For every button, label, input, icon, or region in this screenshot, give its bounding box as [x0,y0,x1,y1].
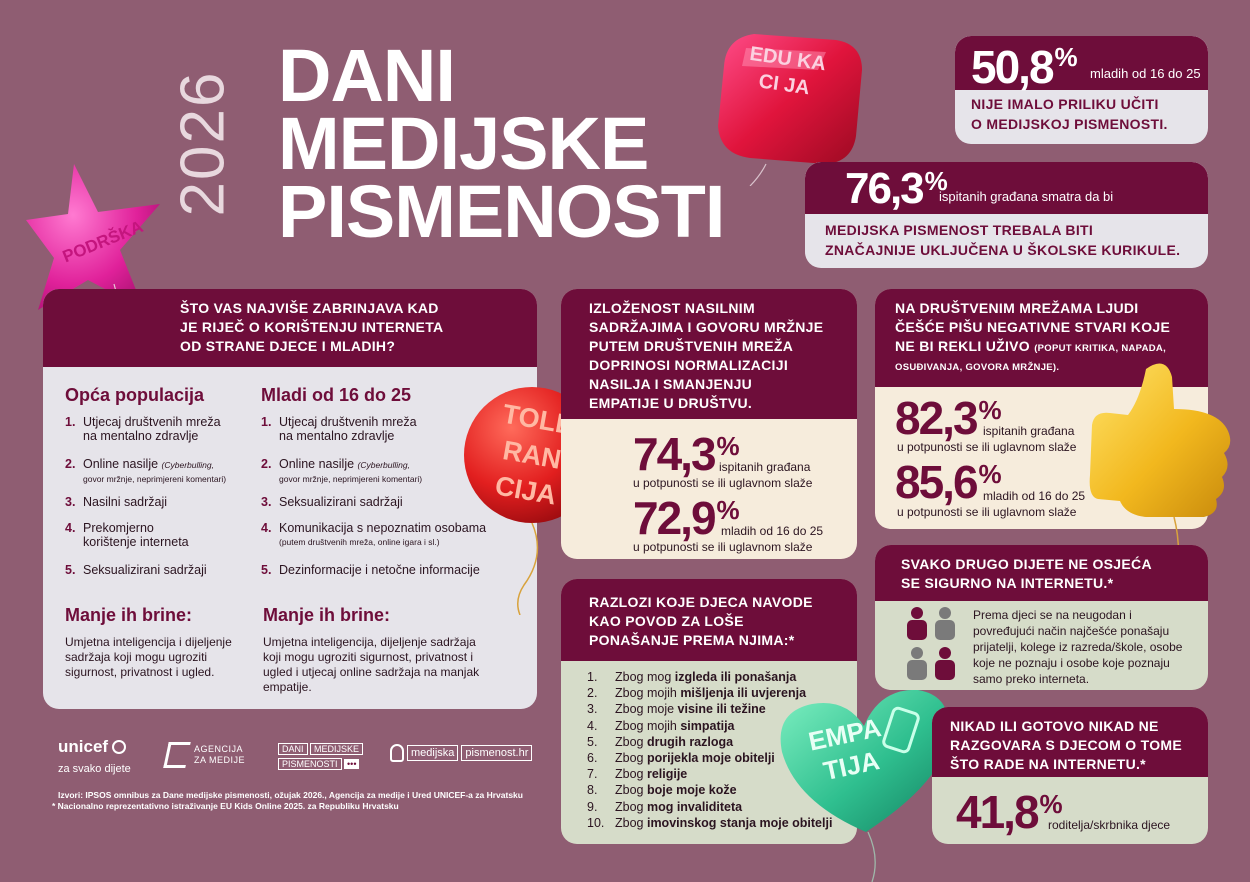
exposure-value-1: 74,3% [633,428,740,480]
year-label: 2026 [168,70,238,217]
people-icon [903,605,963,685]
search-person-icon [390,744,404,762]
list-item: 5. Zbog drugih razloga [587,734,734,749]
list-item: 1. Utjecaj društvenih mreža na mentalno zd… [65,415,221,443]
list-item: 4. Zbog mojih simpatija [587,718,735,733]
negative-desc-1b: u potpunosti se ili uglavnom slaže [897,440,1077,454]
list-item: 2. Zbog mojih mišljenja ili uvjerenja [587,686,807,701]
sources: Izvori: IPSOS omnibus za Dane medijske p… [52,790,523,811]
col-general-title: Opća populacija [65,385,205,405]
parents-value: 41,8% [956,786,1063,838]
safety-heading: SVAKO DRUGO DIJETE NE OSJEĆA SE SIGURNO N… [901,556,1152,591]
safety-card: SVAKO DRUGO DIJETE NE OSJEĆA SE SIGURNO N… [875,545,1208,690]
list-item: 9. Zbog mog invaliditeta [587,799,743,814]
negative-desc-1a: ispitanih građana [983,424,1075,438]
stat-card-2: 76,3% ispitanih građana smatra da bi MED… [805,162,1208,268]
col-youth-title: Mladi od 16 do 25 [261,385,412,405]
negative-desc-2b: u potpunosti se ili uglavnom slaže [897,505,1077,519]
agency-mark-icon [163,742,191,768]
negative-heading: NA DRUŠTVENIM MREŽAMA LJUDI ČEŠĆE PIŠU NE… [895,300,1171,373]
list-item: 1. Utjecaj društvenih mreža na mentalno zd… [261,415,417,443]
exposure-desc-1b: u potpunosti se ili uglavnom slaže [633,476,813,490]
list-item: 1. Zbog mog izgleda ili ponašanja [587,670,797,684]
reasons-list: 1. Zbog mog izgleda ili ponašanja 2. Zbog … [587,669,857,831]
negative-desc-2a: mladih od 16 do 25 [983,489,1086,503]
list-item: 5. Seksualizirani sadržaji [65,563,207,577]
stat-card-1: 50,8% mladih od 16 do 25 NIJE IMALO PRIL… [955,36,1208,144]
list-item: 7. Zbog religije [587,767,688,782]
exposure-desc-2a: mladih od 16 do 25 [721,524,824,538]
exposure-desc-1a: ispitanih građana [719,460,811,474]
parents-heading: NIKAD ILI GOTOVO NIKAD NE RAZGOVARA S DJE… [950,718,1183,772]
list-item: 2. Online nasilje (Cyberbulling, govor mrž… [261,457,423,484]
list-item: 6. Zbog porijekla moje obitelji [587,751,775,766]
stat-1-text-2: O MEDIJSKOJ PISMENOSTI. [971,116,1168,132]
list-item: 5. Dezinformacije i netočne informacije [261,563,480,577]
worry-col-general: Opća populacija [65,385,265,416]
empatija-balloon: EMPA TIJA [776,682,956,882]
site-logo: medijska pismenost.hr [390,744,533,762]
title-line-2: MEDIJSKE [278,102,649,185]
days-logo: DANI MEDIJSKE PISMENOSTI ••• [278,743,364,771]
list-item: 3. Nasilni sadržaji [65,495,168,509]
stat-2-value: 76,3% [845,164,948,213]
title-line-3: PISMENOSTI [278,170,725,253]
negative-value-1: 82,3% [895,392,1002,444]
stat-1-value: 50,8% [971,41,1078,93]
exposure-heading: IZLOŽENOST NASILNIM SADRŽAJIMA I GOVORU M… [589,300,824,411]
list-item: 3. Zbog moje visine ili težine [587,702,766,717]
list-item: 4. Komunikacija s nepoznatim osobama (pute… [261,521,487,547]
list-item: 3. Seksualizirani sadržaji [261,495,403,509]
col-youth-less-title: Manje ih brine: [263,605,391,625]
unicef-tagline: za svako dijete [58,763,131,775]
exposure-desc-2b: u potpunosti se ili uglavnom slaže [633,540,813,554]
parents-card: NIKAD ILI GOTOVO NIKAD NE RAZGOVARA S DJE… [932,707,1208,844]
list-item: 10. Zbog imovinskog stanja moje obitelji [587,815,833,830]
stat-2-text-1: MEDIJSKA PISMENOST TREBALA BITI [825,222,1094,238]
exposure-card: IZLOŽENOST NASILNIM SADRŽAJIMA I GOVORU M… [561,289,857,559]
stat-2-desc: ispitanih građana smatra da bi [939,189,1114,204]
reasons-heading: RAZLOZI KOJE DJECA NAVODE KAO POVOD ZA LO… [589,594,813,648]
unicef-wordmark: unicef [58,737,109,756]
list-item: 4. Prekomjerno korištenje interneta [65,521,189,549]
stat-2-text-2: ZNAČAJNIJE UKLJUČENA U ŠKOLSKE KURIKULE. [825,242,1181,258]
negative-value-2: 85,6% [895,456,1002,508]
unicef-logo: unicef za svako dijete [58,737,148,775]
title-line-1: DANI [278,34,456,117]
list-item: 8. Zbog boje moje kože [587,783,737,798]
edukacija-balloon: EDU KA CI JA [706,26,866,187]
list-item: 2. Online nasilje (Cyberbulling, govor mrž… [65,457,227,484]
col-general-less-title: Manje ih brine: [65,605,193,625]
col-youth-less-text: Umjetna inteligencija, dijeljenje sadrža… [263,635,480,694]
agency-logo: AGENCIJA ZA MEDIJE [163,742,245,768]
worry-card: ŠTO VAS NAJVIŠE ZABRINJAVA KAD JE RIJEČ O… [43,289,537,709]
stat-1-desc: mladih od 16 do 25 [1090,66,1201,81]
worry-heading: ŠTO VAS NAJVIŠE ZABRINJAVA KAD JE RIJEČ O… [180,300,444,354]
stat-1-text-1: NIJE IMALO PRILIKU UČITI [971,96,1159,112]
safety-text: Prema djeci se na neugodan i povređujući… [973,608,1183,686]
col-general-less-text: Umjetna inteligencija i dijeljenje sadrž… [65,635,232,679]
exposure-value-2: 72,9% [633,492,740,544]
parents-desc: roditelja/skrbnika djece [1048,818,1171,832]
globe-icon [112,740,127,754]
